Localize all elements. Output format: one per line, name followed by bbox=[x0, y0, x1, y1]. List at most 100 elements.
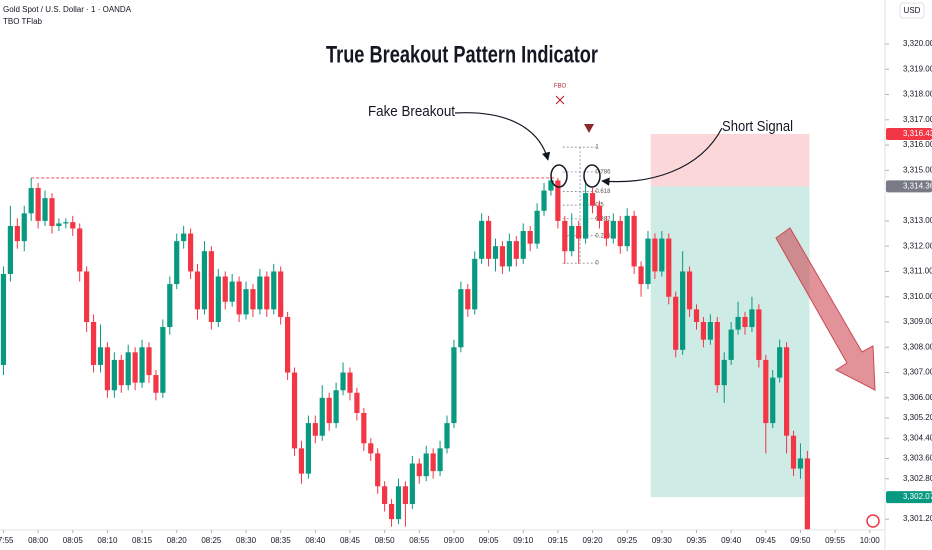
candle-body bbox=[589, 193, 596, 206]
y-tick-label: 3,320.000 bbox=[903, 39, 932, 48]
x-tick-label: 09:40 bbox=[721, 536, 742, 545]
y-tick-label: 3,309.000 bbox=[903, 317, 932, 326]
highlight-circle bbox=[550, 164, 568, 188]
candle-body bbox=[603, 220, 610, 239]
candle-body bbox=[243, 289, 249, 315]
fib-label: 0.618 bbox=[595, 189, 611, 195]
candle-body bbox=[298, 448, 305, 474]
candle-body bbox=[35, 188, 41, 221]
candle-body bbox=[555, 180, 561, 221]
candle-body bbox=[278, 271, 284, 317]
x-tick-label: 09:45 bbox=[756, 536, 777, 545]
candle-body bbox=[541, 190, 547, 211]
x-tick-label: 08:25 bbox=[201, 536, 222, 545]
candle-body bbox=[118, 359, 124, 386]
fib-label: 0.382 bbox=[595, 216, 611, 222]
x-tick-label: 10:00 bbox=[860, 536, 881, 545]
fbo-label: FBO bbox=[554, 84, 567, 90]
candle-body bbox=[7, 225, 13, 274]
candle-body bbox=[63, 222, 69, 224]
fib-label: 0.236 bbox=[595, 233, 611, 239]
candle-body bbox=[250, 289, 256, 310]
x-tick-label: 09:35 bbox=[686, 536, 707, 545]
candle-body bbox=[395, 486, 402, 520]
candle-body bbox=[132, 352, 138, 383]
candle-body bbox=[111, 359, 117, 391]
candle-body bbox=[797, 458, 804, 469]
candle-body bbox=[14, 225, 20, 242]
y-tick-label: 3,317.000 bbox=[903, 115, 932, 124]
candle-body bbox=[499, 246, 506, 267]
y-tick-label: 3,313.000 bbox=[903, 216, 932, 225]
candle-body bbox=[56, 223, 62, 226]
candle-body bbox=[659, 238, 665, 272]
y-tick-label: 3,308.000 bbox=[903, 342, 932, 351]
candle-body bbox=[652, 238, 658, 272]
x-tick-label: 08:15 bbox=[132, 536, 153, 545]
candle-body bbox=[707, 321, 713, 340]
annotation: Short Signal bbox=[722, 118, 793, 135]
candle-body bbox=[631, 215, 637, 267]
candle-body bbox=[361, 412, 367, 444]
highlight-circle bbox=[583, 164, 601, 188]
y-tick-label: 3,307.000 bbox=[903, 368, 932, 377]
candle-body bbox=[146, 347, 152, 376]
x-tick-label: 09:20 bbox=[583, 536, 604, 545]
x-tick-label: 08:05 bbox=[63, 536, 84, 545]
candle-body bbox=[444, 423, 450, 449]
candle-body bbox=[368, 443, 374, 454]
y-tick-label: 3,302.800 bbox=[903, 474, 932, 483]
candle-body bbox=[167, 284, 173, 328]
candle-body bbox=[728, 329, 734, 360]
x-tick-label: 08:55 bbox=[409, 536, 430, 545]
candle-body bbox=[153, 375, 159, 393]
indicator: TBO TFlab bbox=[3, 17, 43, 26]
candle-body bbox=[174, 241, 180, 285]
candle-body bbox=[576, 225, 582, 239]
candle-body bbox=[416, 463, 422, 477]
candle-body bbox=[638, 266, 644, 285]
candle-body bbox=[347, 372, 353, 393]
candle-body bbox=[271, 271, 277, 310]
y-tick-label: 3,305.200 bbox=[903, 413, 932, 422]
candle-body bbox=[194, 271, 201, 310]
currency-box[interactable] bbox=[899, 2, 925, 19]
x-tick-label: 08:30 bbox=[236, 536, 257, 545]
candle-body bbox=[305, 423, 311, 474]
candle-body bbox=[70, 222, 76, 229]
arrow bbox=[454, 112, 551, 161]
chart-title: True Breakout Pattern Indicator bbox=[326, 41, 598, 68]
candle-body bbox=[749, 309, 755, 328]
candle-body bbox=[28, 188, 34, 214]
candle-body bbox=[451, 347, 457, 424]
signal-marker bbox=[584, 124, 594, 133]
logo[interactable] bbox=[866, 514, 880, 528]
candle-body bbox=[215, 276, 221, 322]
y-tick-label: 3,303.600 bbox=[903, 454, 932, 463]
candle-body bbox=[375, 453, 381, 487]
candle-body bbox=[382, 486, 388, 504]
stop-zone bbox=[650, 133, 810, 187]
price-tag bbox=[886, 491, 932, 504]
candle-body bbox=[49, 198, 55, 226]
candle-body bbox=[783, 347, 790, 436]
candle-body bbox=[21, 213, 27, 242]
candle-body bbox=[42, 198, 48, 221]
candle-body bbox=[0, 273, 7, 365]
symbol: Gold Spot / U.S. Dollar · 1 · OANDA bbox=[3, 5, 132, 14]
candle-body bbox=[513, 241, 519, 259]
candle-body bbox=[721, 359, 727, 386]
candle-body bbox=[139, 347, 145, 383]
candle-body bbox=[472, 258, 478, 310]
candle-body bbox=[90, 321, 97, 365]
candle-body bbox=[160, 327, 166, 393]
candle-body bbox=[790, 435, 797, 469]
x-tick-label: 09:30 bbox=[652, 536, 673, 545]
price-tag-label: 3,314.366 bbox=[903, 181, 932, 190]
candle-body bbox=[285, 316, 291, 373]
y-tick-label: 3,319.000 bbox=[903, 64, 932, 73]
candle-body bbox=[187, 233, 194, 272]
